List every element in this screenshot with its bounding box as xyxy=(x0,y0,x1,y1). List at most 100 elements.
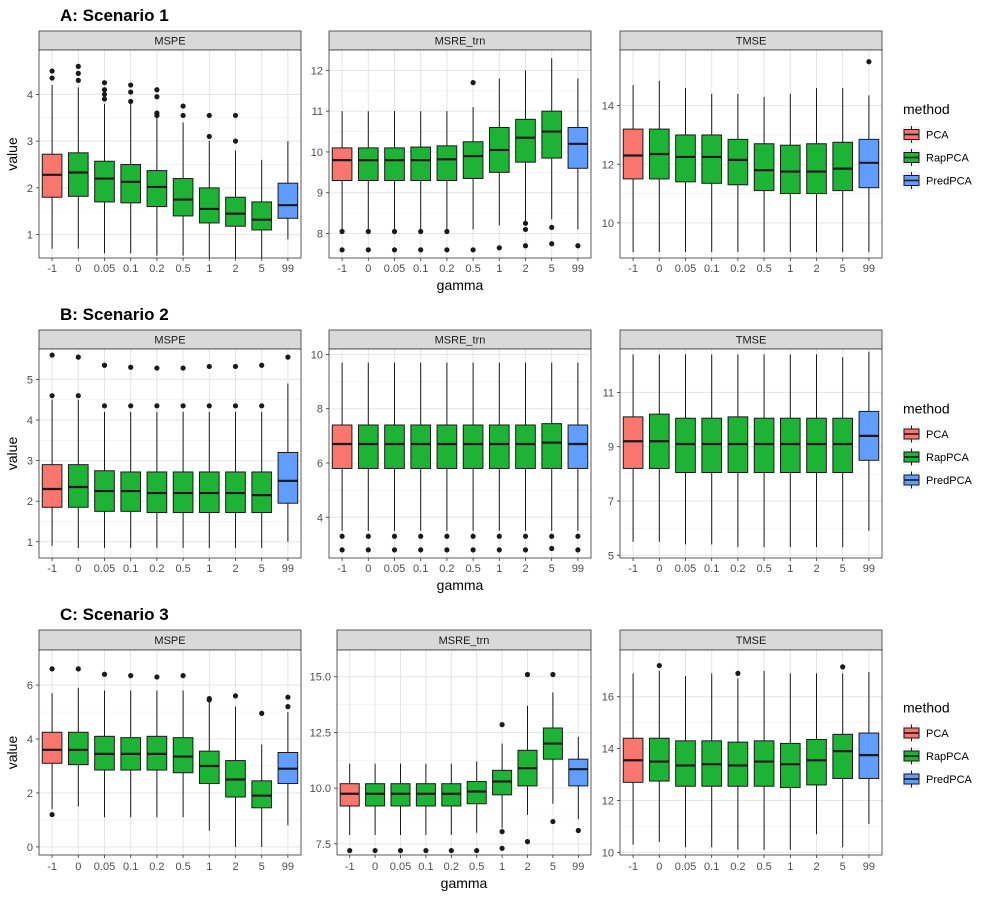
x-axis-title: gamma xyxy=(441,875,488,891)
box-iqr xyxy=(384,424,405,469)
outlier-point xyxy=(866,59,872,65)
panel-border xyxy=(336,649,592,856)
box-0.2 xyxy=(727,670,749,850)
x-tick-label: 0.05 xyxy=(675,861,696,873)
box-iqr xyxy=(806,739,827,786)
x-tick-label: 0.1 xyxy=(123,263,138,275)
outlier-point xyxy=(372,847,378,854)
legend-item-rappca: RapPCA xyxy=(903,747,969,765)
outlier-point xyxy=(339,547,345,553)
legend-item-rappca: RapPCA xyxy=(903,448,969,466)
outlier-point xyxy=(499,829,505,835)
x-tick-label: 99 xyxy=(282,263,294,275)
outlier-point xyxy=(496,533,502,539)
legend-label: PCA xyxy=(926,728,949,740)
outlier-point xyxy=(180,112,186,119)
legend-label: PredPCA xyxy=(926,475,973,487)
box--1 xyxy=(41,666,63,818)
y-tick-label: 10 xyxy=(311,147,323,159)
panel-border xyxy=(328,49,592,259)
y-tick-label: 4 xyxy=(27,734,33,746)
x-tick-label: 0.5 xyxy=(756,263,771,275)
box-iqr xyxy=(436,145,458,182)
x-tick-label: 0.1 xyxy=(704,861,719,873)
y-tick-label: 15.0 xyxy=(310,672,331,684)
box-iqr xyxy=(753,417,775,474)
x-tick-label: 0.2 xyxy=(149,263,164,275)
box-iqr xyxy=(277,451,299,504)
box--1 xyxy=(41,68,63,249)
box-0.2 xyxy=(436,111,458,253)
box-0.2 xyxy=(727,93,749,253)
box-0.5 xyxy=(172,103,194,256)
outlier-point xyxy=(339,247,345,253)
facet-strip-label: TMSE xyxy=(736,335,767,347)
y-axis-title: value xyxy=(4,437,20,471)
y-tick-label: 10 xyxy=(602,847,614,859)
box-2 xyxy=(225,112,246,258)
outlier-point xyxy=(339,533,345,539)
x-tick-label: 0.1 xyxy=(413,263,428,275)
x-tick-label: 99 xyxy=(572,861,584,873)
x-axis-title: gamma xyxy=(437,577,484,593)
y-tick-label: 1 xyxy=(27,230,33,242)
outlier-point xyxy=(101,403,108,409)
box--1 xyxy=(331,362,353,553)
box-1 xyxy=(488,78,510,251)
outlier-point xyxy=(49,352,55,358)
box-0.5 xyxy=(753,96,775,253)
box-iqr xyxy=(41,731,63,764)
outlier-point xyxy=(75,63,81,69)
outlier-point xyxy=(206,112,212,119)
outlier-point xyxy=(418,533,424,539)
y-tick-label: 2 xyxy=(27,496,33,508)
outlier-point xyxy=(496,547,502,553)
x-tick-label: 5 xyxy=(259,563,265,575)
box-iqr xyxy=(277,182,299,219)
panel-border xyxy=(619,348,883,559)
y-tick-label: 10.0 xyxy=(310,783,331,795)
x-tick-label: 0.05 xyxy=(94,263,115,275)
outlier-point xyxy=(232,112,239,119)
legend-item-predpca: PredPCA xyxy=(903,471,973,489)
outlier-point xyxy=(75,393,81,399)
box-99 xyxy=(277,354,299,542)
box-99 xyxy=(858,59,880,253)
outlier-point xyxy=(101,96,108,102)
outlier-point xyxy=(206,363,212,370)
box-iqr xyxy=(339,783,360,807)
x-tick-label: 5 xyxy=(259,263,265,275)
x-tick-label: 2 xyxy=(232,861,238,873)
legend-label: PCA xyxy=(926,429,949,441)
box-iqr xyxy=(410,424,432,469)
box-iqr xyxy=(67,152,89,197)
box-5 xyxy=(832,664,854,848)
box-0.05 xyxy=(675,354,696,545)
box-iqr xyxy=(515,118,536,163)
outlier-point xyxy=(365,228,371,235)
legend-title: method xyxy=(903,401,950,417)
box-iqr xyxy=(701,417,723,474)
x-tick-label: 1 xyxy=(206,563,212,575)
box-2 xyxy=(517,671,538,845)
outlier-point xyxy=(391,247,398,253)
x-tick-label: 2 xyxy=(813,263,819,275)
box-0.05 xyxy=(675,675,696,848)
box-0.5 xyxy=(753,354,775,548)
x-tick-label: 0.05 xyxy=(390,861,411,873)
outlier-point xyxy=(128,673,134,679)
x-tick-label: 0.2 xyxy=(444,861,459,873)
outlier-point xyxy=(735,670,741,676)
box-iqr xyxy=(41,464,63,508)
x-tick-label: 0.05 xyxy=(384,263,405,275)
box--1 xyxy=(41,352,63,546)
x-tick-label: 2 xyxy=(232,263,238,275)
outlier-point xyxy=(154,365,160,371)
outlier-point xyxy=(101,362,108,368)
outlier-point xyxy=(75,354,81,360)
outlier-point xyxy=(418,228,424,235)
legend-item-pca: PCA xyxy=(903,425,949,443)
outlier-point xyxy=(522,220,529,226)
